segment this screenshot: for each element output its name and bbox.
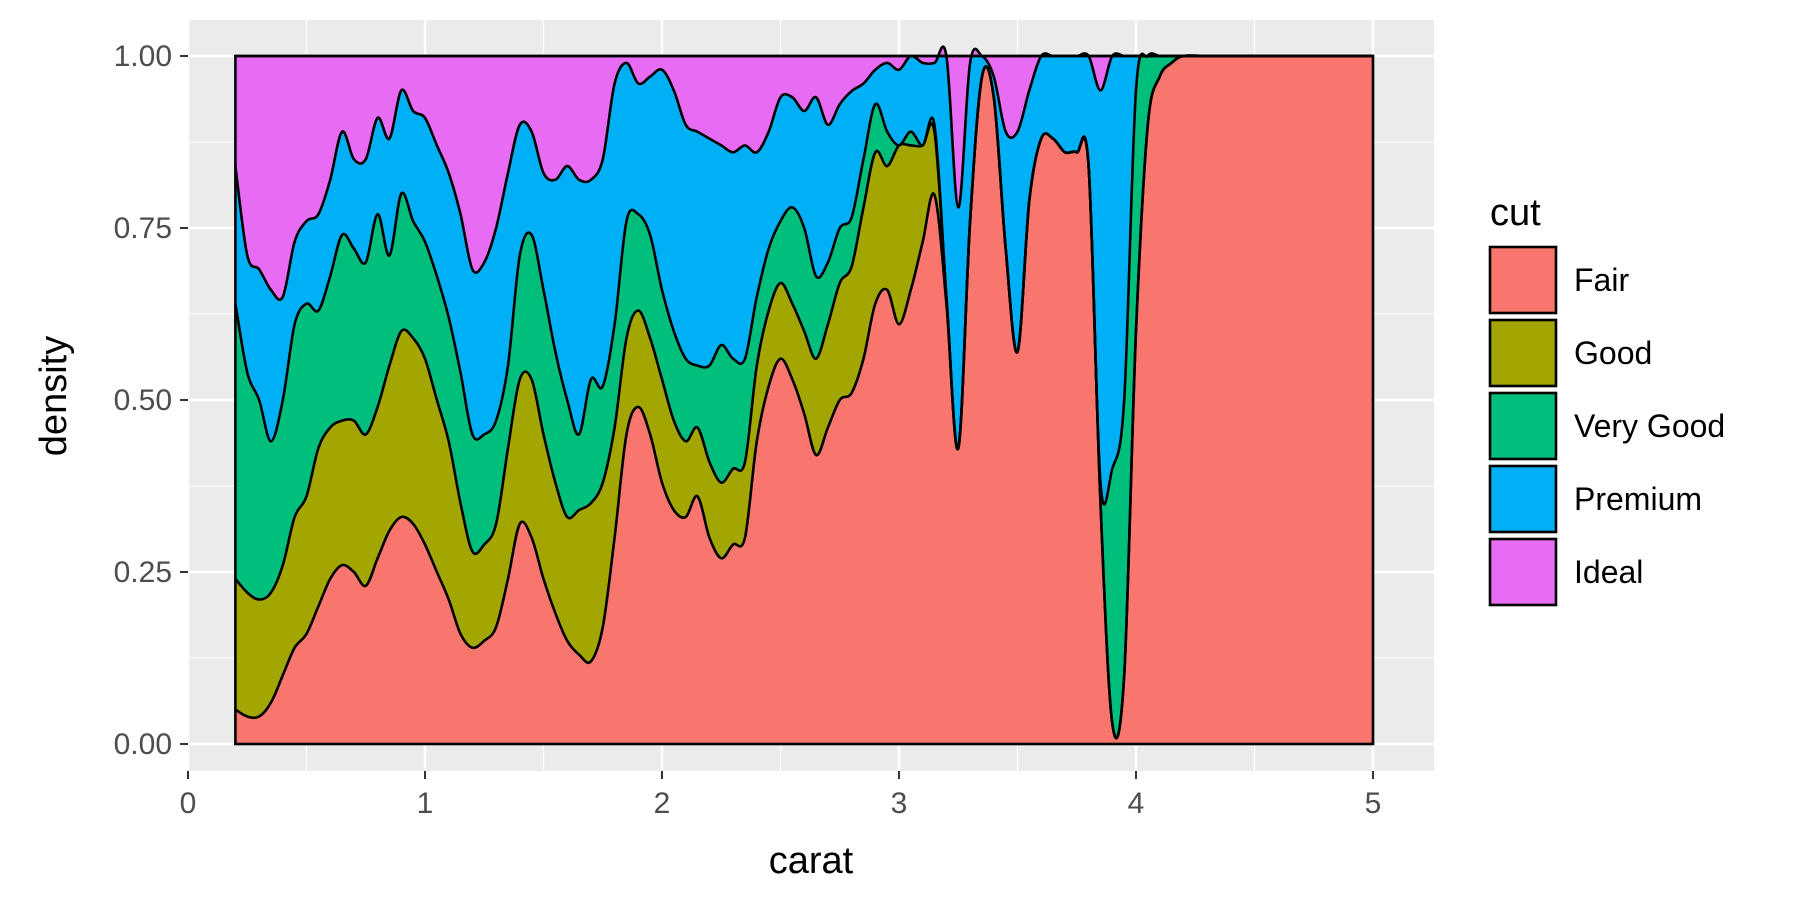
- legend-swatch: [1488, 391, 1558, 461]
- legend-item-very-good: Very Good: [1488, 391, 1725, 461]
- x-tick-label: 1: [417, 787, 434, 820]
- area-very-good: [235, 53, 1373, 739]
- boundary-very-good: [234, 52, 1373, 506]
- y-tick-label: 0.50: [114, 384, 172, 417]
- x-axis-title: carat: [769, 840, 854, 882]
- y-tick-label: 0.00: [114, 728, 172, 761]
- legend: cut Fair Good Very Good Premium Ideal: [1488, 192, 1725, 607]
- x-tick-labels: 0 1 2 3 4 5: [180, 787, 1382, 820]
- legend-label: Fair: [1574, 262, 1629, 298]
- x-tick-label: 0: [180, 787, 197, 820]
- area-good: [235, 55, 1373, 739]
- area-ideal: [235, 46, 1373, 300]
- x-tick-label: 2: [654, 787, 671, 820]
- y-tick-labels: 0.00 0.25 0.50 0.75 1.00: [114, 40, 172, 761]
- legend-item-fair: Fair: [1488, 245, 1629, 315]
- legend-title: cut: [1490, 192, 1541, 234]
- density-areas: [234, 45, 1375, 746]
- legend-label: Good: [1574, 335, 1652, 371]
- y-tick-label: 1.00: [114, 40, 172, 73]
- legend-item-premium: Premium: [1488, 464, 1702, 534]
- x-tick-label: 3: [891, 787, 908, 820]
- y-tick-label: 0.25: [114, 556, 172, 589]
- legend-swatch: [1488, 537, 1558, 607]
- legend-swatch: [1488, 245, 1558, 315]
- legend-item-good: Good: [1488, 318, 1652, 388]
- y-tick-label: 0.75: [114, 212, 172, 245]
- legend-swatch: [1488, 464, 1558, 534]
- x-tick-label: 4: [1128, 787, 1145, 820]
- legend-items: Fair Good Very Good Premium Ideal: [1488, 245, 1725, 607]
- y-axis-title: density: [33, 336, 75, 456]
- legend-label: Ideal: [1574, 554, 1643, 590]
- axis-ticks: [180, 55, 1374, 779]
- legend-label: Premium: [1574, 481, 1702, 517]
- x-tick-label: 5: [1365, 787, 1382, 820]
- legend-label: Very Good: [1574, 408, 1725, 444]
- area-outline: [234, 54, 1375, 746]
- area-fair: [235, 55, 1373, 745]
- legend-item-ideal: Ideal: [1488, 537, 1643, 607]
- legend-swatch: [1488, 318, 1558, 388]
